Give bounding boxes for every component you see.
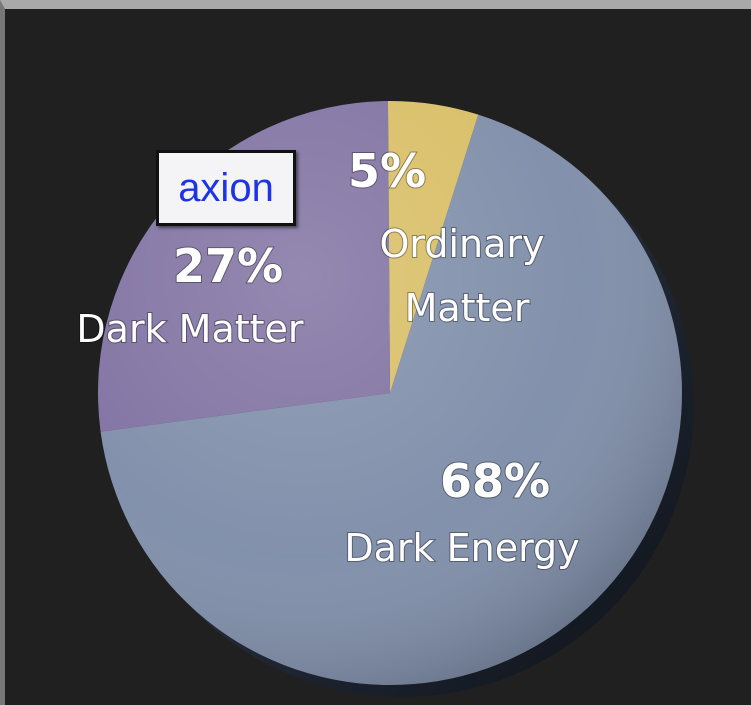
- slice-label-ordinary-matter-line-2: Matter: [405, 286, 530, 330]
- annotation-text: axion: [178, 165, 274, 210]
- slice-percent-ordinary-matter: 5%: [348, 144, 426, 198]
- slice-labels: 5% Ordinary Matter 68% Dark Energy 27% Dark Ma…: [75, 143, 580, 571]
- slice-percent-dark-matter: 27%: [173, 239, 283, 293]
- slice-label-dark-matter: Dark Matter: [76, 307, 304, 351]
- slice-label-dark-energy: Dark Energy: [344, 526, 579, 570]
- pie-chart: 5% Ordinary Matter 68% Dark Energy 27% Dark Ma…: [75, 101, 694, 697]
- slice-percent-dark-energy: 68%: [440, 454, 550, 508]
- annotation-box: axion: [156, 150, 296, 226]
- slice-label-ordinary-matter-line-1: Ordinary: [379, 222, 544, 266]
